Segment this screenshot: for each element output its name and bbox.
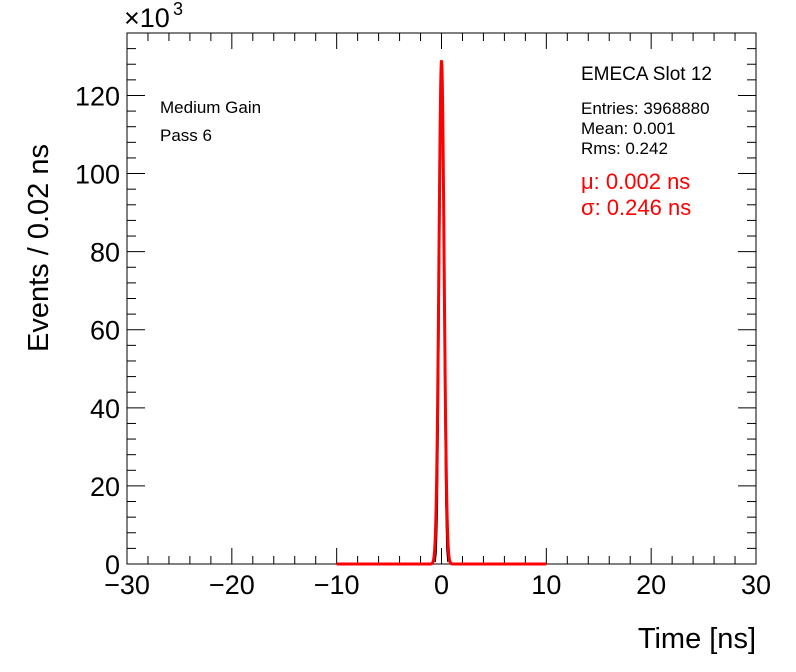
y-axis-title: Events / 0.02 ns: [23, 144, 55, 352]
y-tick-label: 120: [75, 81, 120, 111]
fit-sigma-label: σ: 0.246 ns: [581, 195, 691, 220]
y-tick-label: 80: [90, 238, 120, 268]
x-tick-label: 0: [434, 570, 449, 600]
rms-label: Rms: 0.242: [581, 139, 668, 158]
y-axis-tick-labels: 0 20 40 60 80 100 120: [75, 81, 120, 580]
fit-mu-label: μ: 0.002 ns: [581, 169, 690, 194]
x-tick-label: −30: [104, 570, 150, 600]
mean-label: Mean: 0.001: [581, 119, 676, 138]
y-exponent-value: 3: [173, 0, 183, 19]
y-axis-ticks: [127, 32, 756, 565]
x-tick-label: 30: [741, 570, 771, 600]
x-tick-label: −20: [209, 570, 255, 600]
y-tick-label: 40: [90, 394, 120, 424]
x-tick-label: −10: [314, 570, 360, 600]
y-exponent-label: ×10: [124, 3, 170, 33]
entries-label: Entries: 3968880: [581, 99, 710, 118]
slot-label: EMECA Slot 12: [581, 64, 712, 85]
gain-label: Medium Gain: [160, 98, 261, 117]
y-tick-label: 60: [90, 316, 120, 346]
gaussian-fit-curve: [336, 60, 547, 566]
pass-label: Pass 6: [160, 126, 212, 145]
x-axis-tick-labels: −30 −20 −10 0 10 20 30: [104, 570, 771, 600]
x-axis-title: Time [ns]: [638, 623, 756, 655]
y-tick-label: 0: [105, 550, 120, 580]
y-tick-label: 20: [90, 472, 120, 502]
x-axis-ticks: [126, 33, 757, 564]
x-tick-label: 20: [636, 570, 666, 600]
y-tick-label: 100: [75, 160, 120, 190]
x-tick-label: 10: [531, 570, 561, 600]
